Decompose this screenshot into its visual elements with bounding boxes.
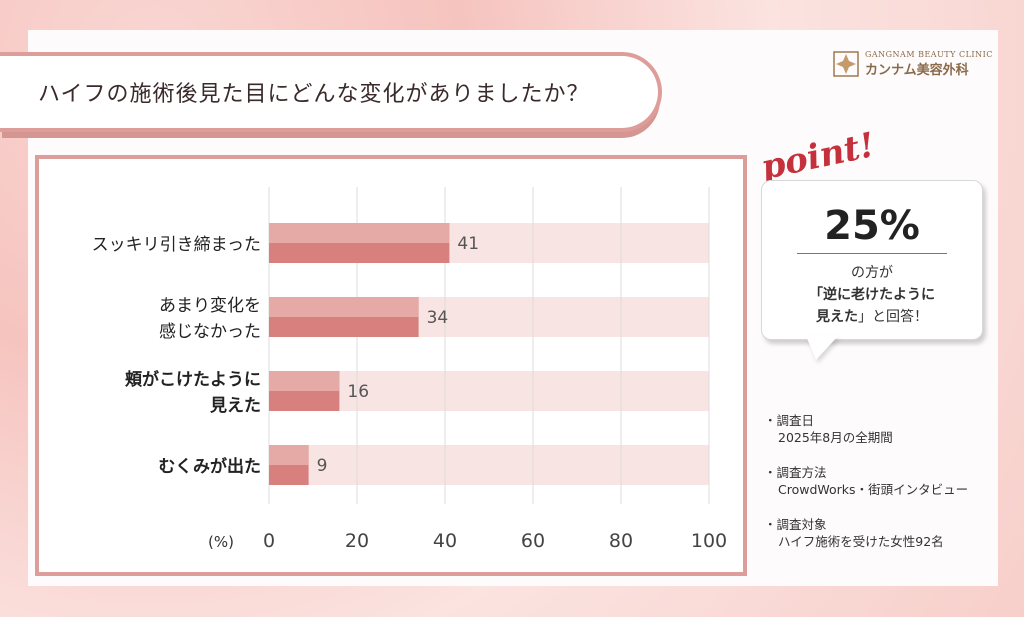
bar-highlight — [269, 223, 450, 243]
bubble-divider — [797, 253, 947, 254]
logo-text-japanese: カンナム美容外科 — [865, 63, 969, 78]
bar-value-label: 16 — [347, 382, 369, 402]
bar-value-label: 41 — [457, 234, 479, 254]
x-tick-label: 100 — [691, 530, 727, 552]
bar-highlight — [269, 371, 340, 391]
point-line-1: の方が — [851, 265, 893, 281]
category-label: むくみが出た — [158, 456, 261, 477]
note-survey-date: 調査日 2025年8月の全期間 — [764, 412, 968, 446]
note-head: 調査対象 — [764, 516, 968, 533]
bar-highlight — [269, 445, 309, 465]
x-axis-label: (%) — [208, 533, 234, 551]
point-line-3-rest: 」と回答！ — [858, 309, 928, 325]
title-banner: ハイフの施術後見た目にどんな変化がありましたか？ — [0, 52, 662, 132]
page-title: ハイフの施術後見た目にどんな変化がありましたか？ — [38, 82, 590, 107]
bar-value-label: 34 — [427, 308, 449, 328]
category-label: スッキリ引き締まった — [92, 235, 261, 255]
logo-emblem-icon — [833, 51, 859, 77]
x-tick-label: 0 — [263, 530, 275, 552]
note-head: 調査日 — [764, 412, 968, 429]
category-label: 見えた — [209, 396, 261, 416]
point-line-2: 「逆に老けたように — [809, 287, 935, 303]
bar-chart: 41 34 16 9 スッキリ引き締まったあまり変化を感じなかった頬がこけたように見えた… — [92, 187, 727, 552]
bar-track — [269, 445, 709, 485]
bubble-tail — [806, 336, 838, 360]
x-tick-label: 40 — [433, 530, 457, 552]
note-value: ハイフ施術を受けた女性92名 — [778, 534, 944, 549]
x-tick-label: 20 — [345, 530, 369, 552]
logo-text-english: GANGNAM BEAUTY CLINIC — [865, 50, 993, 59]
note-survey-target: 調査対象 ハイフ施術を受けた女性92名 — [764, 516, 968, 550]
bar-track — [269, 371, 709, 411]
chart-panel: 41 34 16 9 スッキリ引き締まったあまり変化を 感じなかった頬がこけたように見えた… — [35, 155, 747, 576]
x-tick-label: 80 — [609, 530, 633, 552]
category-label: 頬がこけたように — [125, 369, 261, 390]
point-text: の方が 「逆に老けたように 見えた」と回答！ — [762, 262, 982, 328]
point-bubble: 25% の方が 「逆に老けたように 見えた」と回答！ — [761, 180, 983, 340]
note-head: 調査方法 — [764, 464, 968, 481]
clinic-logo: GANGNAM BEAUTY CLINIC カンナム美容外科 — [833, 50, 993, 78]
note-survey-method: 調査方法 CrowdWorks・街頭インタビュー — [764, 464, 969, 498]
point-line-3-bold: 見えた — [816, 309, 858, 325]
note-value: 2025年8月の全期間 — [778, 430, 893, 445]
point-line-3: 見えた」と回答！ — [762, 306, 982, 328]
point-percent: 25% — [824, 203, 920, 249]
category-label: 感じなかった — [159, 322, 261, 342]
x-tick-label: 60 — [521, 530, 545, 552]
bar-value-label: 9 — [317, 456, 328, 476]
category-label: あまり変化を — [159, 296, 261, 316]
survey-notes: 調査日 2025年8月の全期間 調査方法 CrowdWorks・街頭インタビュー… — [764, 412, 969, 568]
bar-highlight — [269, 297, 419, 317]
note-value: CrowdWorks・街頭インタビュー — [778, 482, 969, 497]
